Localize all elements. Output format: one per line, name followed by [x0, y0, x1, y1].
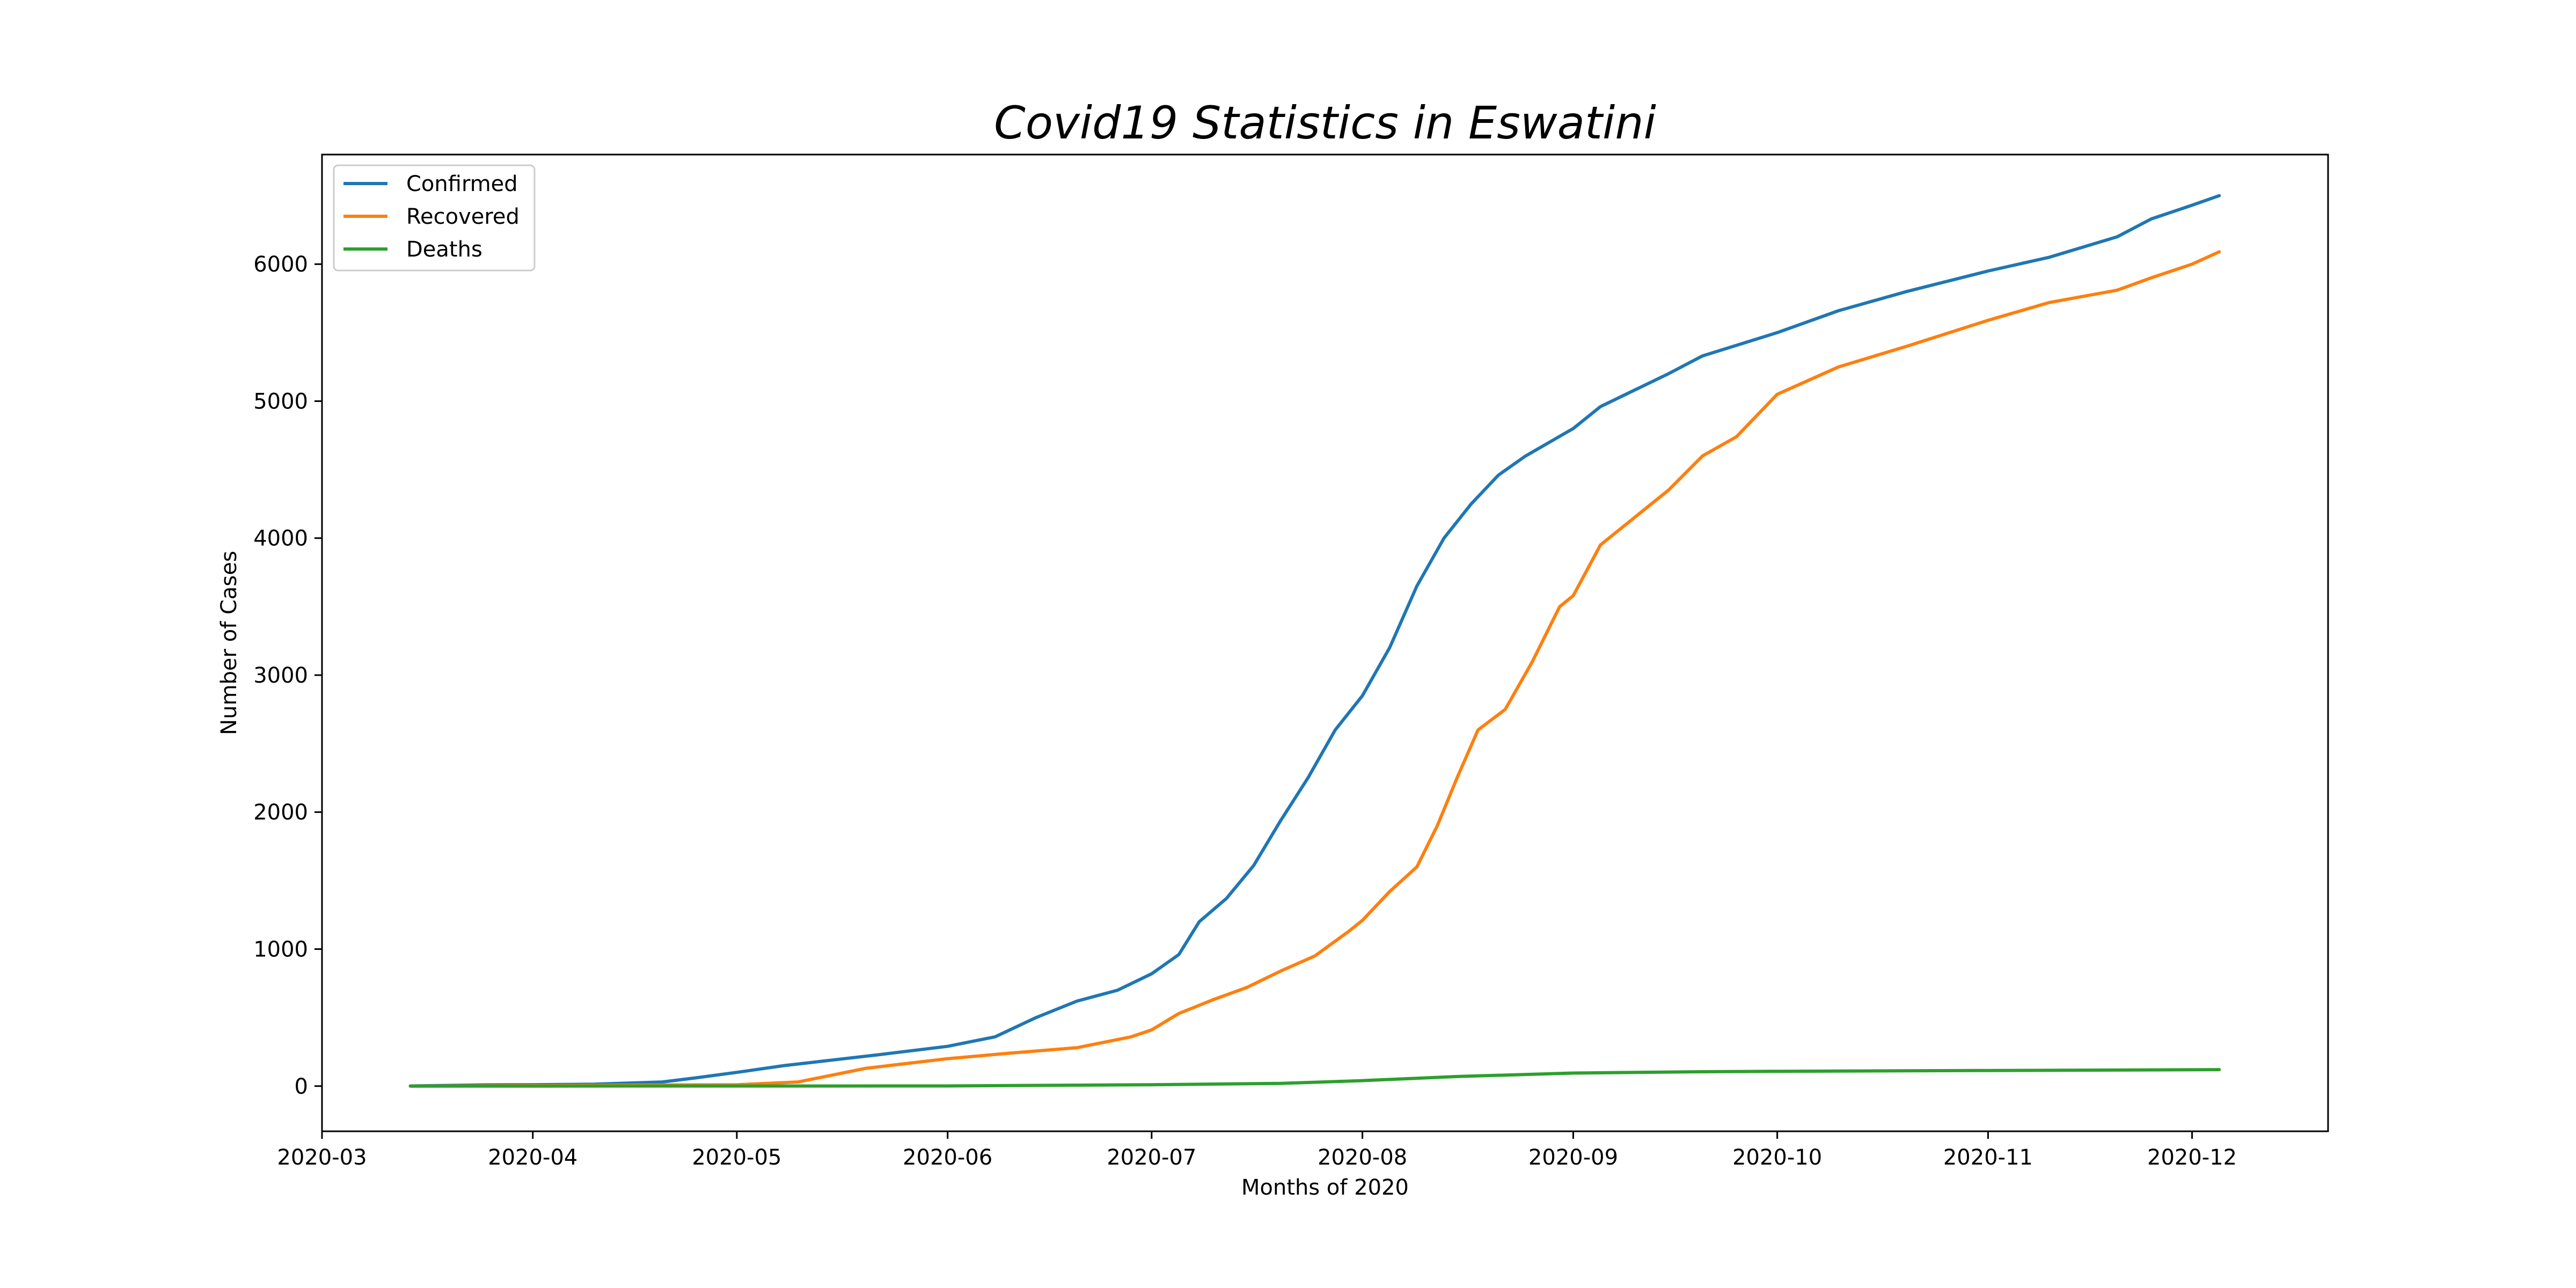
- chart-title: Covid19 Statistics in Eswatini: [994, 97, 1656, 149]
- x-tick-label: 2020-12: [2147, 1145, 2237, 1170]
- legend: Confirmed Recovered Deaths: [333, 164, 536, 272]
- x-tick-label: 2020-03: [277, 1145, 367, 1170]
- legend-label-deaths: Deaths: [406, 237, 482, 262]
- y-tick-label: 5000: [253, 389, 308, 414]
- x-tick-label: 2020-11: [1943, 1145, 2033, 1170]
- y-tick-label: 1000: [253, 938, 308, 962]
- x-tick-label: 2020-08: [1318, 1145, 1407, 1170]
- series-line-deaths: [408, 1068, 2221, 1088]
- x-tick-label: 2020-10: [1732, 1145, 1822, 1170]
- y-tick-label: 3000: [253, 663, 308, 688]
- y-tick-label: 6000: [253, 252, 308, 277]
- x-tick-label: 2020-07: [1107, 1145, 1196, 1170]
- y-axis-label: Number of Cases: [217, 551, 241, 735]
- x-tick-label: 2020-06: [903, 1145, 992, 1170]
- x-axis: 2020-03 2020-04 2020-05 2020-06 2020-07 2020-…: [277, 1131, 2237, 1170]
- y-tick-label: 0: [295, 1074, 308, 1099]
- legend-label-recovered: Recovered: [406, 204, 519, 229]
- x-tick-label: 2020-05: [692, 1145, 781, 1170]
- x-axis-label: Months of 2020: [1241, 1175, 1409, 1200]
- legend-label-confirmed: Confirmed: [406, 172, 518, 196]
- series-line-confirmed: [408, 194, 2221, 1088]
- series-line-recovered: [408, 250, 2221, 1088]
- y-tick-label: 4000: [253, 526, 308, 551]
- x-tick-label: 2020-09: [1528, 1145, 1618, 1170]
- x-tick-label: 2020-04: [488, 1145, 577, 1170]
- series-layer: [408, 194, 2221, 1088]
- y-axis: 0 1000 2000 3000 4000 5000 6000: [253, 252, 322, 1099]
- legend-box: [333, 164, 536, 272]
- plot-frame: [321, 153, 2329, 1132]
- y-tick-label: 2000: [253, 800, 308, 825]
